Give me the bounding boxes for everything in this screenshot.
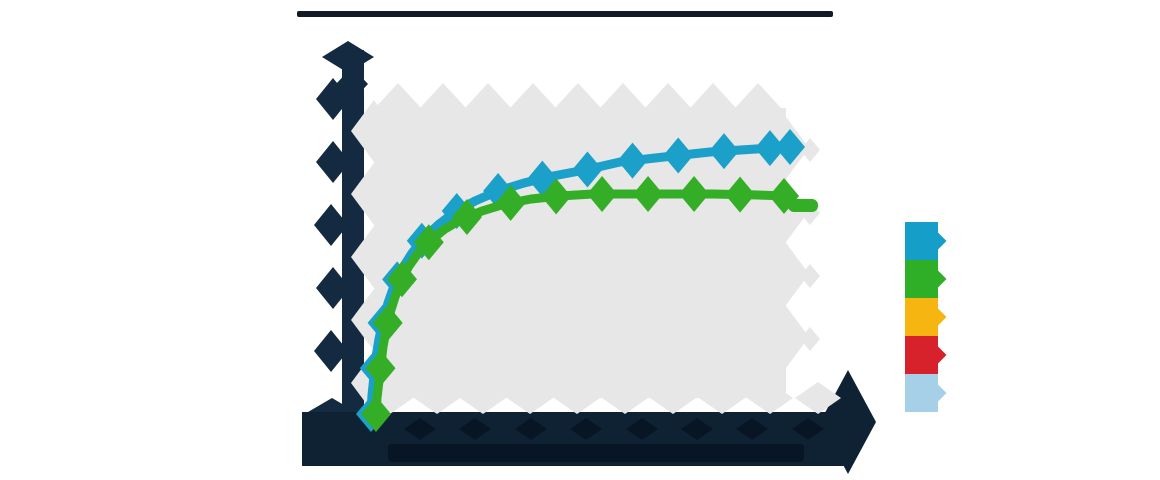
- panel-tooth-top: [735, 83, 781, 133]
- panel-tooth-top: [690, 83, 736, 133]
- y-tick-label-blob: [316, 267, 350, 309]
- legend-swatch-icon: [905, 336, 947, 374]
- panel-tooth-bottom: [650, 382, 696, 414]
- y-tick-label-blob: [316, 141, 350, 183]
- panel-tooth-top: [555, 83, 601, 133]
- series-marker-diamond: [386, 261, 417, 298]
- legend-item-2: [905, 260, 1045, 298]
- series-marker-diamond: [495, 184, 526, 221]
- x-tick-label-blob: [570, 418, 602, 440]
- panel-tooth-right: [763, 243, 809, 305]
- x-tick-label-blob: [404, 418, 436, 440]
- series-marker-diamond: [679, 176, 710, 212]
- x-tick-label-blob: [792, 418, 824, 440]
- plot-background: [351, 83, 841, 414]
- y-tick-column: [342, 50, 364, 424]
- series-marker-diamond: [617, 142, 648, 179]
- panel-tooth-top: [420, 83, 466, 133]
- panel-tooth-bottom: [460, 382, 506, 414]
- x-tick-label-blob: [626, 418, 658, 440]
- series-marker-diamond: [775, 129, 805, 165]
- x-tick-label-blob: [515, 418, 547, 440]
- y-tick-label-blob: [314, 204, 348, 246]
- series-marker-diamond: [754, 130, 785, 167]
- series-marker-diamond: [587, 176, 618, 212]
- series-marker-diamond: [572, 151, 603, 188]
- series-marker-diamond: [725, 176, 756, 213]
- panel-tooth-right: [763, 306, 809, 368]
- panel-tooth-bottom: [507, 382, 553, 414]
- title-redaction-bar: [297, 11, 833, 17]
- panel-tooth-bottom: [699, 382, 745, 414]
- x-tick-label-blob: [459, 418, 491, 440]
- series-green: [361, 176, 818, 432]
- series-end-dash: [788, 199, 818, 212]
- legend-swatch-bump-icon: [929, 232, 947, 250]
- chart-legend: [905, 222, 1045, 412]
- legend-swatch-icon: [905, 260, 947, 298]
- x-axis-title-blob: [388, 444, 804, 462]
- series-marker-diamond: [372, 304, 403, 341]
- legend-item-5: [905, 374, 1045, 412]
- series-marker-diamond: [361, 396, 391, 432]
- panel-tooth-top: [645, 83, 691, 133]
- panel-tooth-top: [465, 83, 511, 133]
- title-redaction: [297, 11, 833, 17]
- legend-swatch-bump-icon: [929, 308, 947, 326]
- series-marker-diamond: [413, 224, 444, 261]
- panel-tooth-detached: [800, 264, 820, 288]
- panel-tooth-bottom: [747, 382, 793, 414]
- panel-tooth-bottom: [795, 382, 841, 414]
- legend-swatch-icon: [905, 374, 947, 412]
- panel-tooth-left: [351, 226, 397, 288]
- y-tick-label-blob: [314, 330, 348, 372]
- panel-tooth-bottom: [602, 382, 648, 414]
- y-tick-label-blob: [316, 78, 350, 120]
- panel-tooth-detached: [800, 138, 820, 162]
- legend-swatch-icon: [905, 222, 947, 260]
- x-tick-label-blob: [736, 418, 768, 440]
- series-marker-diamond: [709, 133, 740, 170]
- panel-tooth-detached: [800, 327, 820, 351]
- y-axis-label-redactions: [308, 41, 374, 426]
- legend-item-3: [905, 298, 1045, 336]
- legend-swatch-icon: [905, 298, 947, 336]
- legend-item-1: [905, 222, 1045, 260]
- panel-tooth-top: [510, 83, 556, 133]
- series-marker-diamond: [663, 137, 694, 174]
- panel-tooth-bottom: [554, 382, 600, 414]
- series-marker-diamond: [633, 176, 664, 212]
- legend-swatch-bump-icon: [929, 346, 947, 364]
- legend-swatch-bump-icon: [929, 270, 947, 288]
- y-tick-label-blob: [322, 41, 374, 73]
- series-marker-diamond: [541, 178, 572, 215]
- series-marker-diamond: [365, 350, 396, 387]
- legend-item-4: [905, 336, 1045, 374]
- panel-tooth-left: [351, 100, 397, 162]
- series-marker-diamond: [451, 199, 482, 236]
- panel-tooth-left: [351, 163, 397, 225]
- legend-swatch-bump-icon: [929, 384, 947, 402]
- panel-tooth-top: [600, 83, 646, 133]
- x-tick-label-blob: [681, 418, 713, 440]
- panel-tooth-bottom: [414, 382, 460, 414]
